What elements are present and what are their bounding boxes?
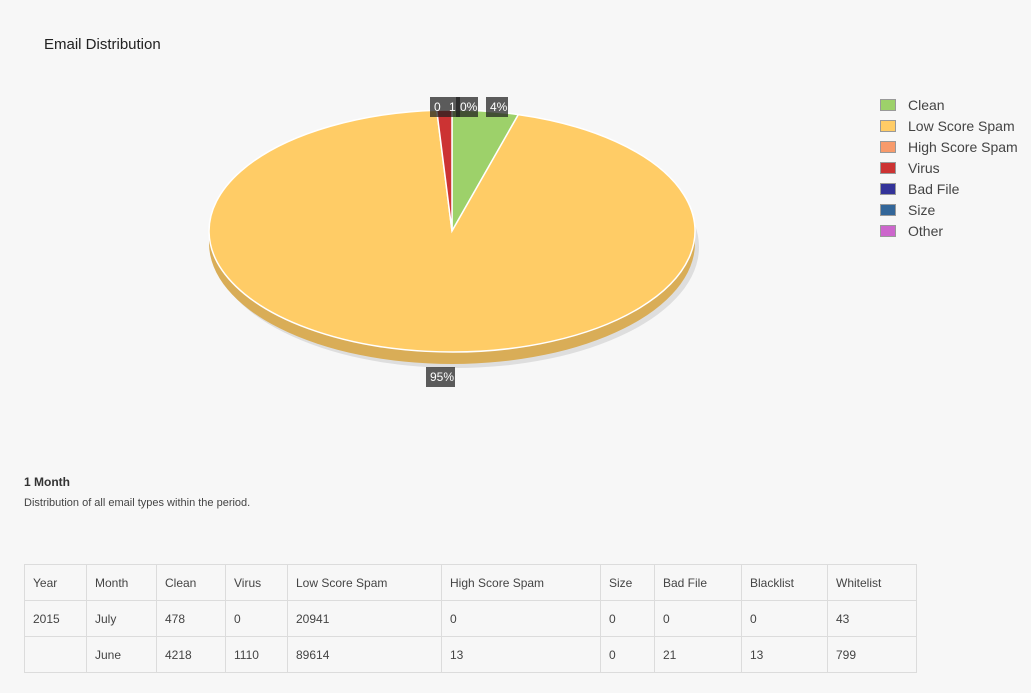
legend-label: Low Score Spam <box>908 117 1015 134</box>
table-cell: 1110 <box>225 636 288 673</box>
legend-swatch <box>880 98 896 111</box>
legend-label: Virus <box>908 159 940 176</box>
table-cell: July <box>86 600 157 637</box>
pie-label-text: 0% <box>460 100 478 114</box>
table-cell <box>24 636 87 673</box>
table-cell: 13 <box>741 636 828 673</box>
header-blacklist: Blacklist <box>741 564 828 601</box>
legend-swatch <box>880 224 896 237</box>
legend-item[interactable]: Virus <box>880 157 1018 178</box>
legend-swatch <box>880 119 896 132</box>
legend-item[interactable]: Low Score Spam <box>880 115 1018 136</box>
table-cell: June <box>86 636 157 673</box>
pie-chart: 4% 95% 0 1 0% <box>208 97 699 387</box>
table-cell: 43 <box>827 600 917 637</box>
pie-label-text: 0 <box>434 100 441 114</box>
table-cell: 0 <box>225 600 288 637</box>
legend-swatch <box>880 182 896 195</box>
table-header-row: Year Month Clean Virus Low Score Spam Hi… <box>24 564 917 601</box>
table-cell: 0 <box>600 636 655 673</box>
table-cell: 2015 <box>24 600 87 637</box>
header-size: Size <box>600 564 655 601</box>
pie-label: 95% <box>426 367 455 387</box>
legend-swatch <box>880 203 896 216</box>
period-title: 1 Month <box>24 475 70 489</box>
legend-label: Clean <box>908 96 945 113</box>
header-whitelist: Whitelist <box>827 564 917 601</box>
pie-label-bg <box>456 97 478 117</box>
header-low-score-spam: Low Score Spam <box>287 564 442 601</box>
distribution-table: Year Month Clean Virus Low Score Spam Hi… <box>24 564 917 673</box>
table-cell: 21 <box>654 636 742 673</box>
legend-item[interactable]: Bad File <box>880 178 1018 199</box>
pie-label: 0 <box>430 97 445 117</box>
table-cell: 20941 <box>287 600 442 637</box>
header-bad-file: Bad File <box>654 564 742 601</box>
legend-label: High Score Spam <box>908 138 1018 155</box>
table-row: June 4218 1110 89614 13 0 21 13 799 <box>24 636 917 673</box>
legend-item[interactable]: Clean <box>880 94 1018 115</box>
pie-label-bg <box>430 97 445 117</box>
legend-label: Size <box>908 201 936 218</box>
table-cell: 4218 <box>156 636 226 673</box>
table-cell: 89614 <box>287 636 442 673</box>
header-year: Year <box>24 564 87 601</box>
pie-label-text: 95% <box>430 370 454 384</box>
legend-item[interactable]: Size <box>880 199 1018 220</box>
pie-label-text: 4% <box>490 100 508 114</box>
chart-title: Email Distribution <box>44 36 161 53</box>
header-high-score-spam: High Score Spam <box>441 564 601 601</box>
legend-item[interactable]: High Score Spam <box>880 136 1018 157</box>
pie-label-bg <box>426 367 455 387</box>
legend-label: Other <box>908 222 944 239</box>
legend-swatch <box>880 161 896 174</box>
table-cell: 478 <box>156 600 226 637</box>
table-row: 2015 July 478 0 20941 0 0 0 0 43 <box>24 600 917 637</box>
pie-label-text: 1 <box>449 100 456 114</box>
pie-slice-low-score-spam[interactable] <box>208 109 696 353</box>
pie-label: 4% <box>486 97 508 117</box>
period-description: Distribution of all email types within t… <box>24 497 251 509</box>
pie-label: 0% <box>456 97 478 117</box>
table-cell: 0 <box>600 600 655 637</box>
pie-label-bg <box>486 97 508 117</box>
table-cell: 13 <box>441 636 601 673</box>
chart-legend: Clean Low Score Spam High Score Spam Virus B… <box>880 94 1018 241</box>
table-cell: 0 <box>441 600 601 637</box>
legend-swatch <box>880 140 896 153</box>
table-cell: 799 <box>827 636 917 673</box>
legend-item[interactable]: Other <box>880 220 1018 241</box>
header-virus: Virus <box>225 564 288 601</box>
table-cell: 0 <box>654 600 742 637</box>
header-month: Month <box>86 564 157 601</box>
legend-label: Bad File <box>908 180 960 197</box>
table-cell: 0 <box>741 600 828 637</box>
header-clean: Clean <box>156 564 226 601</box>
